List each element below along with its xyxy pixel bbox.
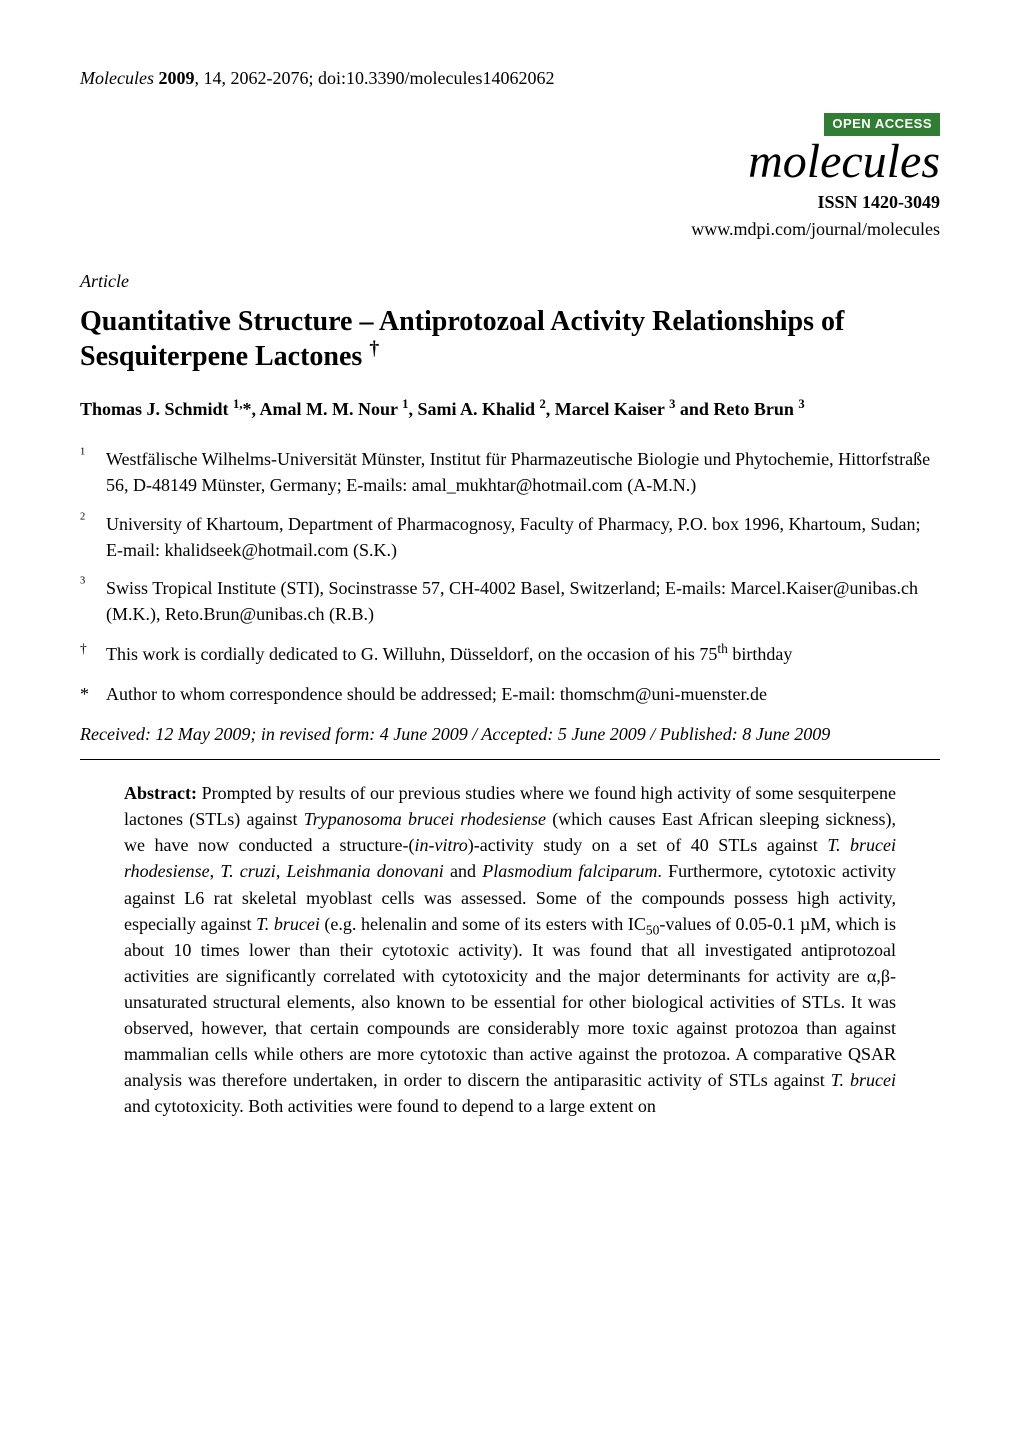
dedication-text: This work is cordially dedicated to G. W… [106,641,792,667]
dedication: † This work is cordially dedicated to G.… [80,641,940,667]
abstract-italic: Plasmodium falciparum [482,861,657,881]
abstract-text: -values of 0.05-0.1 µM, which is about 1… [124,914,896,1091]
correspondence-text: Author to whom correspondence should be … [106,681,767,707]
author-list: Thomas J. Schmidt 1,*, Amal M. M. Nour 1… [80,396,940,422]
issn: ISSN 1420-3049 [80,189,940,215]
abstract-label: Abstract: [124,783,197,803]
affiliations: 1 Westfälische Wilhelms-Universität Müns… [80,446,940,627]
dedication-after: birthday [728,644,793,664]
author-sep: , [546,399,555,419]
abstract-text: and [444,861,482,881]
abstract-subscript: 50 [646,922,660,937]
author-4: Marcel Kaiser [555,399,669,419]
separator-rule [80,759,940,760]
abstract-text: )-activity study on a set of 40 STLs aga… [468,835,828,855]
author-sep: , [251,399,259,419]
dedication-sup: th [717,641,728,656]
title-dagger: † [369,339,379,360]
affiliation-1-num: 1 [80,447,85,458]
affiliation-2: 2 University of Khartoum, Department of … [80,511,940,563]
volume: 14 [203,68,221,88]
abstract-italic: T. brucei [256,914,320,934]
open-access-badge: OPEN ACCESS [824,113,940,136]
author-1: Thomas J. Schmidt [80,399,233,419]
abstract-text: , [210,861,221,881]
author-3: Sami A. Khalid [417,399,539,419]
abstract: Abstract: Prompted by results of our pre… [80,780,940,1119]
article-type: Article [80,268,940,294]
author-2: Amal M. M. Nour [260,399,403,419]
affiliation-2-text: University of Khartoum, Department of Ph… [106,511,940,563]
affiliation-3-text: Swiss Tropical Institute (STI), Socinstr… [106,575,940,627]
affiliation-1: 1 Westfälische Wilhelms-Universität Müns… [80,446,940,498]
abstract-italic: T. brucei [831,1070,896,1090]
year: 2009 [158,68,194,88]
journal-logo-text: molecules [80,138,940,186]
header-sep3: ; [308,68,318,88]
doi: doi:10.3390/molecules14062062 [318,68,554,88]
abstract-italic: Trypanosoma brucei rhodesiense [304,809,546,829]
title-text: Quantitative Structure – Antiprotozoal A… [80,306,844,372]
abstract-italic: in-vitro [414,835,467,855]
journal-name-italic: Molecules [80,68,154,88]
affiliation-3-num: 3 [80,575,85,586]
affiliation-3: 3 Swiss Tropical Institute (STI), Socins… [80,575,940,627]
pages: 2062-2076 [230,68,308,88]
dedication-before: This work is cordially dedicated to G. W… [106,644,717,664]
correspondence: * Author to whom correspondence should b… [80,681,940,707]
author-5-aff: 3 [798,397,804,411]
author-sep: and [675,399,713,419]
abstract-text: , [276,861,287,881]
affiliation-2-num: 2 [80,511,85,522]
article-title: Quantitative Structure – Antiprotozoal A… [80,304,940,374]
abstract-italic: T. cruzi [220,861,275,881]
journal-url: www.mdpi.com/journal/molecules [80,216,940,242]
correspondence-marker: * [80,681,106,707]
journal-branding: OPEN ACCESS molecules ISSN 1420-3049 www… [80,109,940,242]
dedication-marker: † [80,641,87,656]
running-header: Molecules 2009, 14, 2062-2076; doi:10.33… [80,65,940,91]
abstract-italic: Leishmania donovani [287,861,444,881]
affiliation-1-text: Westfälische Wilhelms-Universität Münste… [106,446,940,498]
article-dates: Received: 12 May 2009; in revised form: … [80,721,940,747]
author-5: Reto Brun [713,399,798,419]
abstract-text: and cytotoxicity. Both activities were f… [124,1096,656,1116]
abstract-text: (e.g. helenalin and some of its esters w… [320,914,646,934]
